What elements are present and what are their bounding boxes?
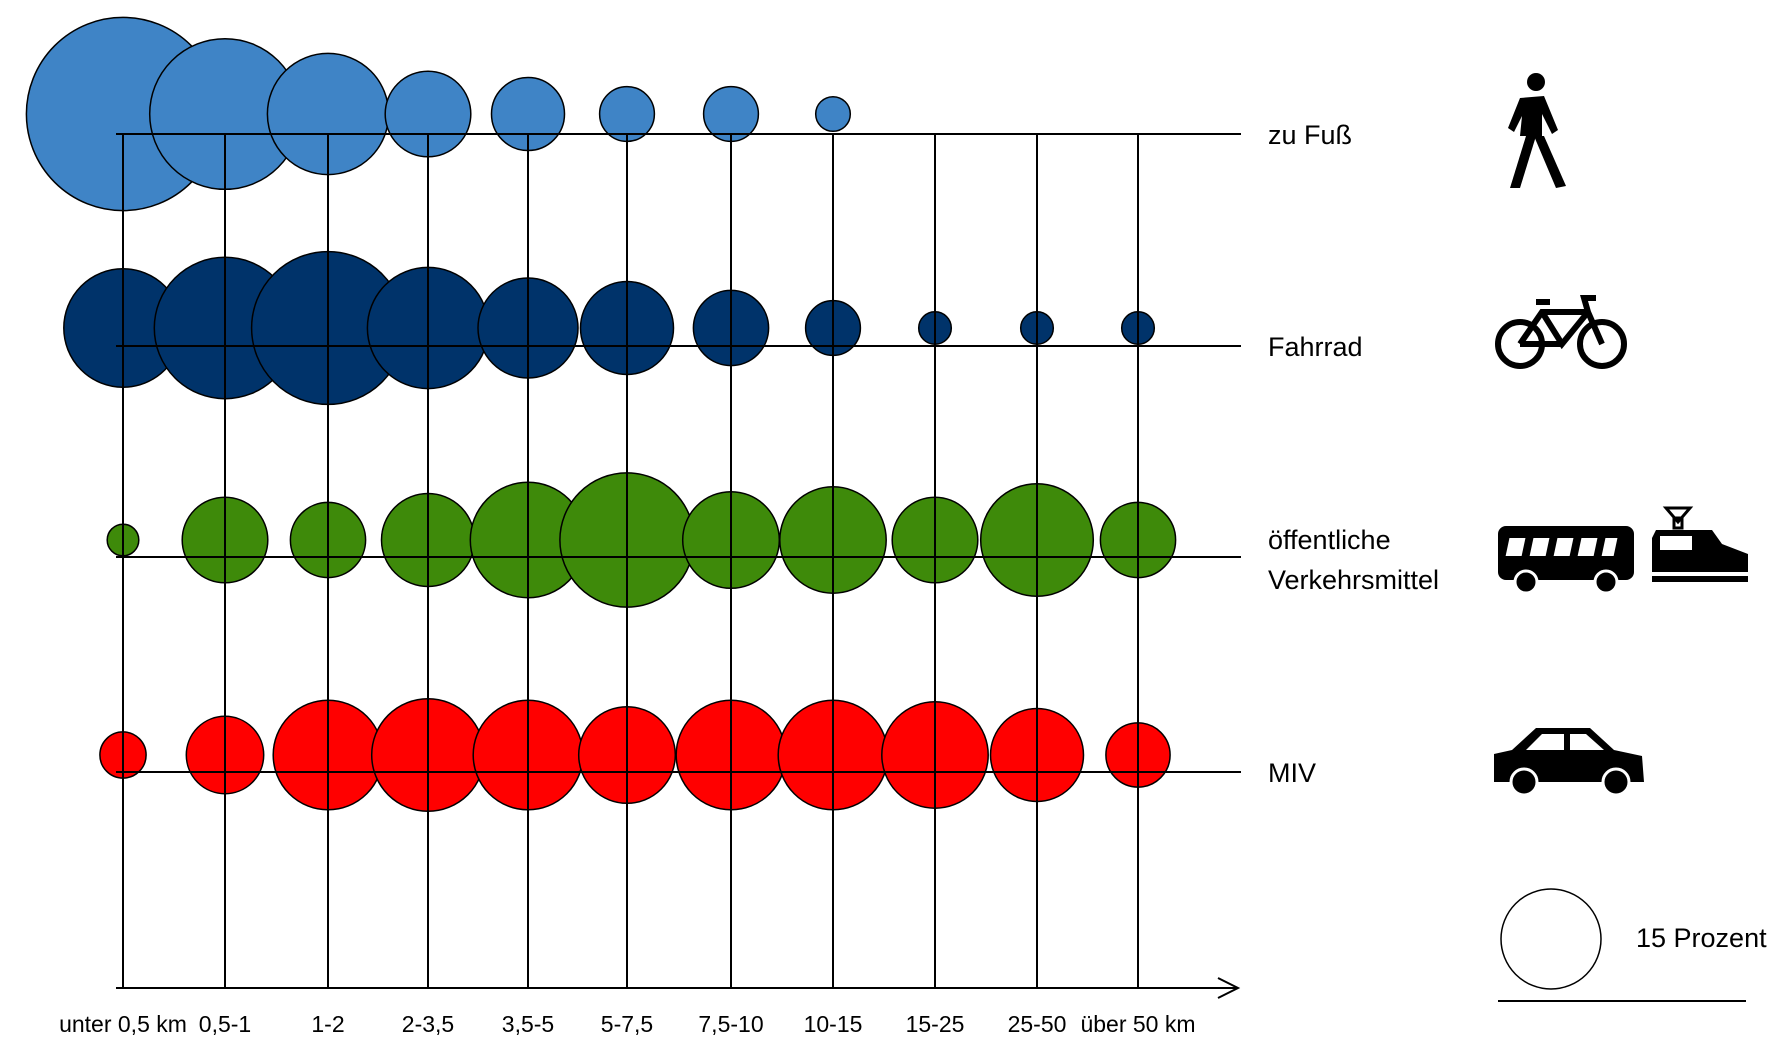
grid-lines	[116, 133, 1241, 988]
x-axis	[116, 977, 1241, 999]
x-tick-label: 1-2	[311, 1011, 344, 1037]
series-label: öffentliche	[1268, 525, 1391, 555]
bubble	[814, 95, 852, 133]
x-tick-label: über 50 km	[1080, 1011, 1195, 1037]
x-tick-label: 2-3,5	[402, 1011, 454, 1037]
x-tick-label: 15-25	[906, 1011, 965, 1037]
x-tick-label: 5-7,5	[601, 1011, 653, 1037]
bubbles-layer	[25, 16, 1177, 813]
series-label: MIV	[1268, 758, 1316, 788]
x-tick-label: 10-15	[804, 1011, 863, 1037]
x-tick-label: 7,5-10	[698, 1011, 763, 1037]
series-labels: zu Fuß Fahrrad öffentliche Verkehrsmittel MI…	[1268, 120, 1439, 788]
series-label: zu Fuß	[1268, 120, 1352, 150]
size-legend: 15 Prozent	[1498, 888, 1767, 1002]
size-legend-label: 15 Prozent	[1636, 923, 1767, 953]
x-tick-label: unter 0,5 km	[59, 1011, 187, 1037]
bus-and-train-icon	[1498, 506, 1748, 595]
car-icon	[1494, 728, 1644, 797]
x-axis-arrow	[1217, 977, 1241, 999]
pedestrian-icon	[1508, 73, 1566, 188]
series-label: Fahrrad	[1268, 332, 1363, 362]
x-tick-label: 25-50	[1008, 1011, 1067, 1037]
size-legend-circle	[1500, 888, 1602, 990]
x-tick-label: 3,5-5	[502, 1011, 554, 1037]
x-tick-labels: unter 0,5 km 0,5-1 1-2 2-3,5 3,5-5 5-7,5 7,5-1…	[59, 1011, 1195, 1037]
bicycle-icon	[1495, 295, 1627, 369]
x-tick-label: 0,5-1	[199, 1011, 251, 1037]
series-label: Verkehrsmittel	[1268, 565, 1439, 595]
